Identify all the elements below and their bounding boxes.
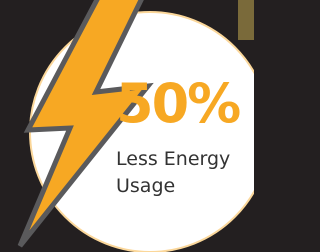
photo-edge <box>238 0 254 40</box>
badge: 50% Less Energy Usage <box>0 0 254 252</box>
caption-line: Usage <box>116 175 175 197</box>
caption-line: Less Energy <box>116 148 230 170</box>
figure: 50% <box>116 72 240 135</box>
